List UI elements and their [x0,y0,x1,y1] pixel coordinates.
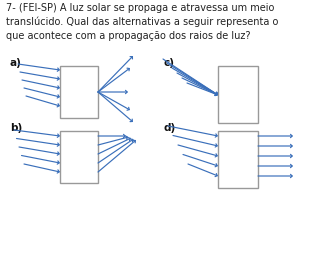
Text: a): a) [10,58,22,68]
Bar [60,131,98,183]
Text: 7- (FEI-SP) A luz solar se propaga e atravessa um meio
translúcido. Qual das alt: 7- (FEI-SP) A luz solar se propaga e atr… [6,3,278,41]
Bar [60,66,98,118]
Text: d): d) [163,123,175,133]
Bar [218,131,258,188]
Text: c): c) [163,58,174,68]
Bar [218,66,258,123]
Text: b): b) [10,123,22,133]
